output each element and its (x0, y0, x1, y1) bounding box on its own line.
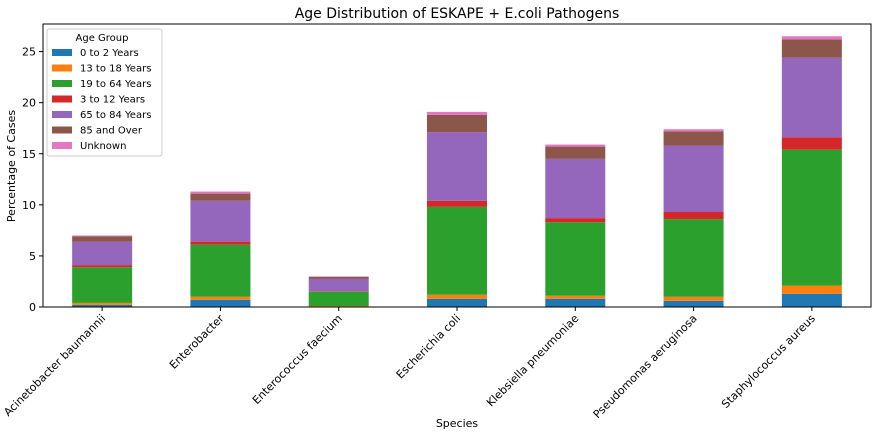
bar-segment (190, 191, 251, 194)
legend-swatch (52, 111, 72, 118)
legend-frame (46, 28, 163, 157)
bar-segment (190, 244, 251, 297)
bar-segment (545, 295, 606, 299)
bar-segment (545, 218, 606, 223)
legend-swatch (52, 95, 72, 103)
legend-swatch (52, 64, 72, 72)
legend-entry-label: 65 to 84 Years (80, 110, 151, 121)
bar-segment (308, 276, 369, 277)
bar-segment (427, 294, 487, 299)
bar-segment (781, 285, 842, 294)
bar-segment (190, 200, 251, 242)
bar-segment (663, 131, 724, 146)
legend-entry-label: 13 to 18 Years (80, 64, 151, 75)
bar-segment (72, 235, 133, 237)
x-tick-label: Enterobacter (167, 312, 227, 372)
bar-segment (545, 146, 606, 159)
bar-segment (545, 298, 606, 307)
bar-segment (663, 300, 724, 307)
bar-segment (781, 293, 842, 307)
x-axis-label: Species (436, 417, 479, 430)
bar-segment (427, 132, 487, 201)
bar-segment (781, 149, 842, 286)
bar-segment (781, 39, 842, 58)
bar-segment (545, 222, 606, 296)
y-tick-label: 20 (22, 97, 36, 110)
bar-segment (545, 158, 606, 219)
y-tick-label: 10 (22, 199, 36, 212)
x-tick-label: Pseudomonas aeruginosa (591, 312, 700, 421)
bar-segment (427, 200, 487, 207)
bar-segment (190, 299, 251, 307)
x-tick-label: Klebsiella pneumoniae (484, 312, 581, 409)
bar-segment (190, 296, 251, 300)
y-tick-label: 25 (22, 46, 36, 59)
bar-segment (72, 304, 133, 307)
y-tick-label: 15 (22, 148, 36, 161)
bar-segment (545, 144, 606, 147)
bar-segment (72, 265, 133, 268)
bar-segment (190, 193, 251, 201)
legend-entry-label: 3 to 12 Years (80, 95, 145, 106)
bar-segment (308, 278, 369, 292)
y-tick-label: 0 (29, 301, 36, 314)
bar-segment (427, 111, 487, 115)
bar-segment (427, 114, 487, 133)
bar-segment (72, 241, 133, 266)
bar-segment (663, 296, 724, 301)
bar-segment (308, 276, 369, 279)
legend: Age Group 0 to 2 Years 13 to 18 Years 19 t… (46, 28, 163, 157)
bar-segment (427, 298, 487, 307)
bar-segment (308, 291, 369, 306)
bar-segment (72, 302, 133, 305)
legend-swatch (52, 142, 72, 149)
legend-entry-label: Unknown (80, 141, 126, 152)
bar-segment (190, 241, 251, 245)
bar-segment (308, 291, 369, 292)
x-tick-label: Acinetobacter baumannii (1, 312, 108, 419)
legend-swatch (52, 126, 72, 134)
legend-entry-label: 85 and Over (80, 126, 143, 137)
legend-swatch (52, 80, 72, 87)
chart-title: Age Distribution of ESKAPE + E.coli Path… (295, 6, 620, 22)
bar-segment (427, 206, 487, 295)
bar-segment (663, 145, 724, 212)
legend-entry-label: 19 to 64 Years (80, 79, 151, 90)
bar-segment (663, 211, 724, 220)
legend-swatch (52, 49, 72, 56)
bar-segment (781, 36, 842, 40)
bar-segment (663, 129, 724, 132)
y-axis-label: Percentage of Cases (5, 110, 18, 222)
legend-entry-label: 0 to 2 Years (80, 48, 139, 59)
x-tick-label: Escherichia coli (394, 312, 463, 381)
bar-segment (781, 137, 842, 150)
legend-title: Age Group (76, 33, 129, 44)
y-tick-label: 5 (29, 250, 36, 263)
bar-segment (72, 236, 133, 242)
x-tick-label: Enterococcus faecium (250, 312, 345, 407)
bar-segment (663, 219, 724, 297)
bar-segment (72, 267, 133, 303)
bar-segment (308, 305, 369, 307)
bar-segment (781, 57, 842, 138)
x-tick-label: Staphylococcus aureus (719, 312, 818, 411)
